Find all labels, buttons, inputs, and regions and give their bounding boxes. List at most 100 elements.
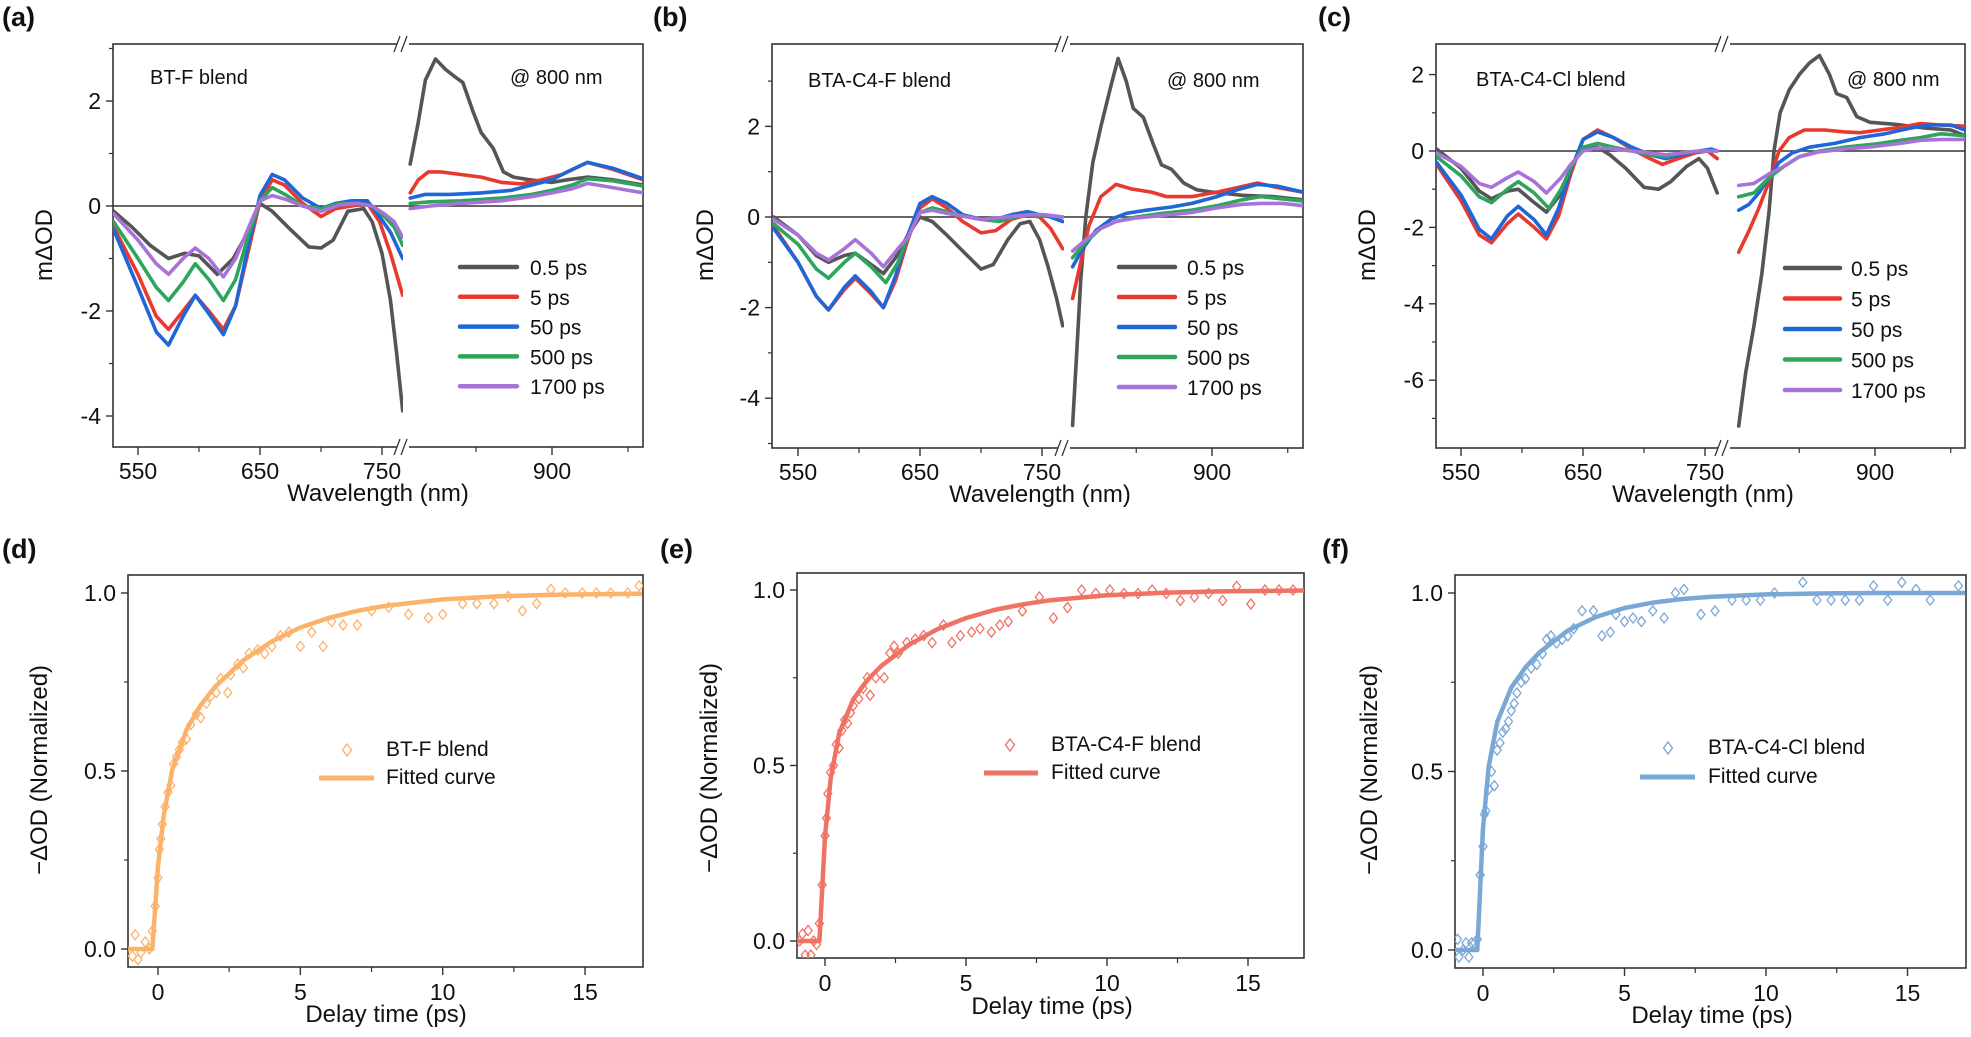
data-point	[318, 640, 328, 653]
data-point	[1260, 583, 1270, 597]
pump-label-a: @ 800 nm	[510, 67, 603, 89]
data-point	[147, 925, 158, 938]
data-point	[1062, 601, 1073, 614]
y-axis-title-c: mΔOD	[1354, 208, 1381, 282]
data-point	[326, 615, 337, 628]
x-tick-label: 15	[572, 979, 598, 1005]
legend-label: 500 ps	[1187, 347, 1250, 370]
data-point	[352, 618, 363, 632]
data-point	[457, 597, 468, 610]
data-point	[140, 935, 151, 948]
data-point	[1034, 590, 1045, 604]
data-point	[1647, 604, 1658, 617]
data-point	[1897, 576, 1907, 589]
axis-break-gap	[1058, 42, 1070, 46]
data-point	[1953, 579, 1964, 592]
data-point	[156, 832, 166, 845]
data-point	[201, 697, 212, 710]
x-tick-label: 900	[1193, 459, 1231, 485]
data-point	[1217, 594, 1228, 607]
data-point	[1119, 587, 1129, 600]
data-point	[157, 818, 168, 831]
x-tick-label: 5	[960, 970, 973, 996]
fitted-curve	[797, 588, 1304, 944]
data-point	[1882, 594, 1893, 607]
data-point	[1469, 936, 1480, 949]
data-point	[1478, 840, 1488, 853]
plot-frame	[112, 43, 644, 448]
data-point	[136, 946, 146, 959]
data-point	[1017, 605, 1028, 618]
x-tick-label: 5	[294, 979, 307, 1005]
data-point	[1755, 594, 1766, 607]
data-point	[927, 636, 937, 649]
legend-fit-label-d: Fitted curve	[386, 766, 496, 789]
y-axis-title-e: −ΔOD (Normalized)	[696, 662, 723, 874]
y-tick-label: 0	[1411, 138, 1424, 164]
fitted-curve	[1455, 590, 1966, 953]
pump-label-b: @ 800 nm	[1167, 70, 1260, 92]
data-point	[947, 636, 957, 649]
data-point	[1500, 722, 1511, 735]
x-axis-title-b: Wavelength (nm)	[949, 481, 1131, 508]
data-point	[837, 724, 847, 737]
plot-f	[1448, 574, 1967, 976]
x-tick-label: 750	[1023, 459, 1061, 485]
data-point	[181, 732, 192, 746]
plot-b	[765, 35, 1304, 457]
legend-label: 5 ps	[530, 287, 570, 310]
data-point	[423, 611, 434, 624]
data-point	[1541, 633, 1552, 646]
legend-data-label-f: BTA-C4-Cl blend	[1708, 736, 1866, 759]
data-point	[889, 640, 899, 653]
data-point	[1537, 647, 1548, 660]
series-50-ps-right	[408, 160, 643, 200]
series-1700-ps-left	[772, 208, 1064, 269]
y-axis-title-b: mΔOD	[692, 208, 719, 282]
panel-label-e: (e)	[660, 534, 693, 564]
legend-data-label-e: BTA-C4-F blend	[1051, 733, 1202, 756]
data-point	[153, 871, 163, 884]
x-tick-label: 15	[1895, 980, 1921, 1006]
axis-break-mark	[1054, 35, 1062, 53]
data-point	[828, 759, 839, 772]
data-point	[893, 647, 904, 660]
plot-e	[790, 572, 1305, 966]
x-tick-label: 750	[1686, 459, 1724, 485]
data-point	[918, 629, 929, 642]
y-tick-label: 1.0	[1411, 580, 1443, 606]
data-point	[854, 692, 864, 705]
x-tick-label: 550	[779, 459, 817, 485]
data-point	[177, 736, 188, 749]
data-point	[862, 671, 873, 684]
data-point	[403, 608, 414, 621]
data-point	[225, 668, 236, 681]
series-0_5-ps-right	[1736, 53, 1965, 428]
axis-break-mark	[1714, 439, 1722, 457]
series-50-ps-left	[772, 194, 1064, 312]
data-point	[238, 661, 249, 674]
panel-label-c: (c)	[1318, 2, 1351, 32]
series-1700-ps-left	[1436, 146, 1719, 195]
data-point	[901, 636, 912, 649]
data-point	[1104, 583, 1115, 597]
y-tick-label: -2	[1404, 214, 1424, 240]
legend-label: 50 ps	[1851, 319, 1902, 342]
panel-label-d: (d)	[2, 534, 37, 564]
data-point	[1506, 704, 1517, 717]
data-point	[910, 633, 921, 646]
data-point	[1769, 586, 1780, 600]
axis-break-mark	[1061, 35, 1069, 53]
data-point	[472, 597, 482, 610]
legend-label: 500 ps	[1851, 350, 1914, 373]
legend-label: 500 ps	[530, 346, 593, 369]
y-tick-label: 0.0	[1411, 937, 1443, 963]
data-point	[1495, 736, 1505, 749]
data-point	[1741, 594, 1752, 607]
x-tick-label: 750	[363, 458, 401, 484]
data-point	[1076, 583, 1087, 597]
data-point	[150, 900, 160, 913]
data-point	[489, 597, 499, 610]
axis-break-mark	[393, 438, 401, 456]
data-point	[1840, 594, 1851, 607]
